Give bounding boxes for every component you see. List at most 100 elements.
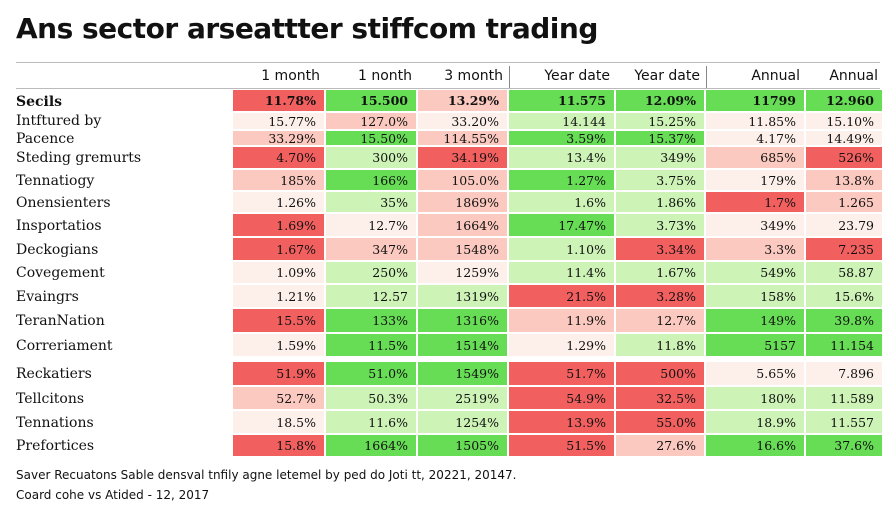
heatmap-cell: 11.6% bbox=[326, 411, 416, 433]
heatmap-cell: 3.59% bbox=[509, 131, 614, 146]
heatmap-cell: 1514% bbox=[418, 334, 507, 356]
heatmap-cell: 12.09% bbox=[616, 90, 704, 111]
heatmap-cell: 7.235 bbox=[806, 238, 882, 260]
heatmap-cell: 12.7% bbox=[326, 214, 416, 236]
footnote-source: Saver Recuatons Sable densval tnfily agn… bbox=[16, 468, 517, 482]
group-separator bbox=[509, 66, 510, 88]
heatmap-cell: 11.85% bbox=[706, 113, 804, 129]
heatmap-cell: 1.29% bbox=[509, 334, 614, 356]
heatmap-cell: 133% bbox=[326, 309, 416, 332]
heatmap-cell: 23.79 bbox=[806, 214, 882, 236]
heatmap-cell: 5.65% bbox=[706, 362, 804, 385]
heatmap-cell: 50.3% bbox=[326, 387, 416, 409]
heatmap-cell: 127.0% bbox=[326, 113, 416, 129]
heatmap-cell: 15.500 bbox=[326, 90, 416, 111]
heatmap-cell: 14.144 bbox=[509, 113, 614, 129]
heatmap-cell: 1664% bbox=[418, 214, 507, 236]
heatmap-cell: 51.9% bbox=[233, 362, 324, 385]
heatmap-cell: 105.0% bbox=[418, 170, 507, 190]
heatmap-cell: 32.5% bbox=[616, 387, 704, 409]
heatmap-cell: 1316% bbox=[418, 309, 507, 332]
heatmap-cell: 1319% bbox=[418, 285, 507, 307]
heatmap-cell: 3.73% bbox=[616, 214, 704, 236]
row-label: Pacence bbox=[16, 131, 75, 147]
column-header: Year date bbox=[544, 68, 610, 84]
row-label: Tellcitons bbox=[16, 391, 85, 407]
heatmap-cell: 33.20% bbox=[418, 113, 507, 129]
heatmap-cell: 15.50% bbox=[326, 131, 416, 146]
heatmap-cell: 549% bbox=[706, 262, 804, 283]
chart-title: Ans sector arseattter stiffcom trading bbox=[16, 12, 598, 45]
row-label: Onensienters bbox=[16, 195, 111, 211]
heatmap-cell: 5157 bbox=[706, 334, 804, 356]
heatmap-cell: 39.8% bbox=[806, 309, 882, 332]
heatmap-cell: 1254% bbox=[418, 411, 507, 433]
heatmap-cell: 18.5% bbox=[233, 411, 324, 433]
heatmap-cell: 1.10% bbox=[509, 238, 614, 260]
heatmap-cell: 15.25% bbox=[616, 113, 704, 129]
column-header: Year date bbox=[634, 68, 700, 84]
heatmap-cell: 15.5% bbox=[233, 309, 324, 332]
heatmap-cell: 37.6% bbox=[806, 435, 882, 456]
heatmap-cell: 11.9% bbox=[509, 309, 614, 332]
group-separator bbox=[706, 66, 707, 88]
heatmap-cell: 1549% bbox=[418, 362, 507, 385]
heatmap-cell: 180% bbox=[706, 387, 804, 409]
row-label: Intftured by bbox=[16, 113, 102, 129]
heatmap-cell: 17.47% bbox=[509, 214, 614, 236]
heatmap-cell: 58.87 bbox=[806, 262, 882, 283]
heatmap-cell: 34.19% bbox=[418, 147, 507, 168]
heatmap-cell: 15.37% bbox=[616, 131, 704, 146]
heatmap-cell: 349% bbox=[616, 147, 704, 168]
heatmap-cell: 11.575 bbox=[509, 90, 614, 111]
heatmap-cell: 2519% bbox=[418, 387, 507, 409]
heatmap-cell: 185% bbox=[233, 170, 324, 190]
heatmap-cell: 15.8% bbox=[233, 435, 324, 456]
header-rule bbox=[16, 62, 880, 63]
row-label: Covegement bbox=[16, 265, 105, 281]
heatmap-cell: 1869% bbox=[418, 192, 507, 212]
heatmap-cell: 158% bbox=[706, 285, 804, 307]
heatmap-cell: 51.0% bbox=[326, 362, 416, 385]
heatmap-cell: 526% bbox=[806, 147, 882, 168]
heatmap-cell: 12.57 bbox=[326, 285, 416, 307]
column-header: 3 month bbox=[444, 68, 503, 84]
heatmap-cell: 149% bbox=[706, 309, 804, 332]
heatmap-cell: 15.77% bbox=[233, 113, 324, 129]
heatmap-cell: 54.9% bbox=[509, 387, 614, 409]
heatmap-cell: 1.67% bbox=[616, 262, 704, 283]
heatmap-cell: 1.27% bbox=[509, 170, 614, 190]
row-label: Deckogians bbox=[16, 242, 99, 258]
heatmap-cell: 15.10% bbox=[806, 113, 882, 129]
heatmap-cell: 16.6% bbox=[706, 435, 804, 456]
heatmap-cell: 685% bbox=[706, 147, 804, 168]
heatmap-cell: 1.67% bbox=[233, 238, 324, 260]
footnote-date: Coard cohe vs Atided - 12, 2017 bbox=[16, 488, 210, 502]
heatmap-cell: 21.5% bbox=[509, 285, 614, 307]
heatmap-cell: 3.34% bbox=[616, 238, 704, 260]
heatmap-cell: 1.26% bbox=[233, 192, 324, 212]
heatmap-cell: 4.70% bbox=[233, 147, 324, 168]
heatmap-cell: 51.7% bbox=[509, 362, 614, 385]
heatmap-cell: 179% bbox=[706, 170, 804, 190]
column-header: 1 nonth bbox=[357, 68, 412, 84]
heatmap-cell: 11.5% bbox=[326, 334, 416, 356]
heatmap-cell: 1.265 bbox=[806, 192, 882, 212]
heatmap-cell: 12.960 bbox=[806, 90, 882, 111]
heatmap-cell: 13.8% bbox=[806, 170, 882, 190]
heatmap-cell: 11.589 bbox=[806, 387, 882, 409]
heatmap-cell: 12.7% bbox=[616, 309, 704, 332]
row-label: Tennations bbox=[16, 415, 94, 431]
heatmap-cell: 55.0% bbox=[616, 411, 704, 433]
heatmap-cell: 11.557 bbox=[806, 411, 882, 433]
heatmap-cell: 114.55% bbox=[418, 131, 507, 146]
heatmap-cell: 14.49% bbox=[806, 131, 882, 146]
heatmap-cell: 11.8% bbox=[616, 334, 704, 356]
heatmap-cell: 3.3% bbox=[706, 238, 804, 260]
heatmap-cell: 15.6% bbox=[806, 285, 882, 307]
row-label: Secils bbox=[16, 94, 63, 110]
heatmap-cell: 11.78% bbox=[233, 90, 324, 111]
heatmap-cell: 3.75% bbox=[616, 170, 704, 190]
column-header: 1 month bbox=[261, 68, 320, 84]
heatmap-cell: 13.9% bbox=[509, 411, 614, 433]
